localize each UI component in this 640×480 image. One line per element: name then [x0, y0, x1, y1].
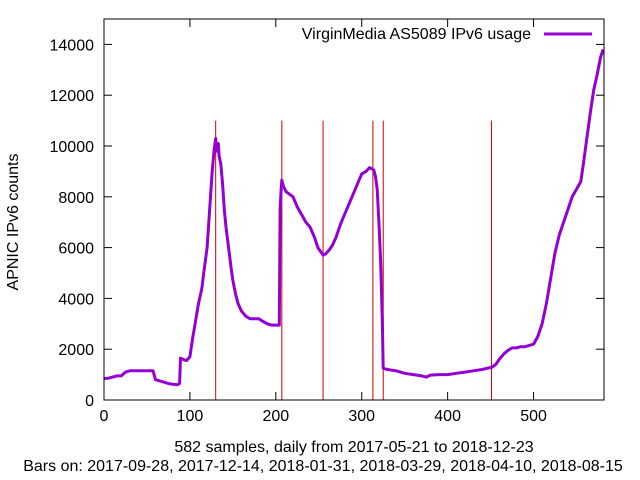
bars-footer-note: Bars on: 2017-09-28, 2017-12-14, 2018-01… — [23, 458, 623, 475]
x-tick-label: 400 — [434, 408, 461, 425]
y-tick-label: 10000 — [50, 139, 95, 156]
y-tick-label: 8000 — [58, 190, 94, 207]
legend: VirginMedia AS5089 IPv6 usage — [302, 26, 592, 43]
plot-frame — [103, 18, 605, 401]
x-tick-label: 100 — [177, 408, 204, 425]
x-axis-label: 582 samples, daily from 2017-05-21 to 20… — [174, 439, 533, 456]
x-tick-label: 300 — [348, 408, 375, 425]
y-axis-label: APNIC IPv6 counts — [5, 154, 22, 291]
y-tick-label: 2000 — [58, 342, 94, 359]
y-tick-label: 0 — [85, 393, 94, 410]
x-tick-label: 0 — [100, 408, 109, 425]
legend-label: VirginMedia AS5089 IPv6 usage — [302, 26, 531, 43]
series-line — [103, 49, 605, 387]
x-tick-label: 200 — [262, 408, 289, 425]
series-lines — [103, 49, 605, 387]
x-tick-label: 500 — [520, 408, 547, 425]
y-tick-label: 4000 — [58, 291, 94, 308]
y-tick-label: 12000 — [50, 88, 95, 105]
tick-marks — [103, 19, 604, 401]
event-bars — [215, 120, 492, 400]
y-tick-label: 14000 — [50, 37, 95, 54]
tick-labels: 0 100 200 300 400 500 0 2000 4000 6000 8000 10000 12… — [50, 37, 547, 425]
y-tick-label: 6000 — [58, 241, 94, 258]
